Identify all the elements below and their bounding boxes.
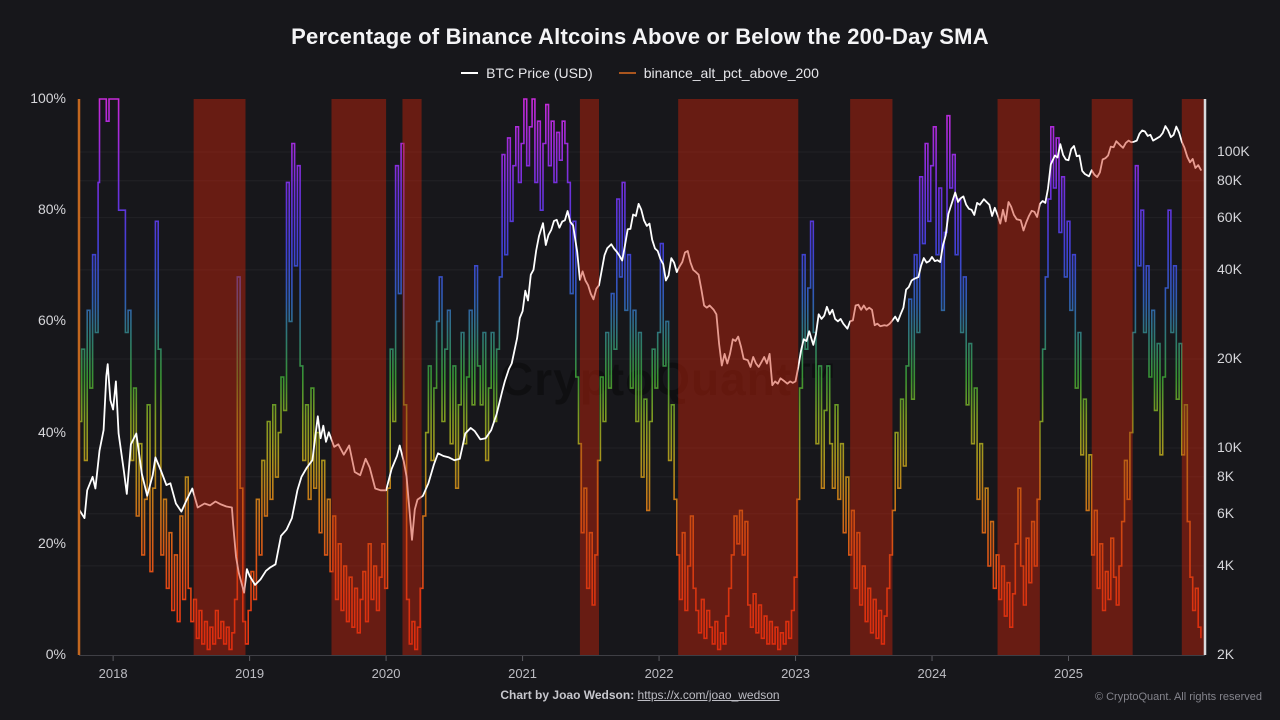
page-title: Percentage of Binance Altcoins Above or …	[291, 24, 989, 49]
bear-phase-band	[678, 99, 799, 655]
legend-label-btc-price: BTC Price (USD)	[486, 65, 593, 81]
bear-phase-band	[331, 99, 387, 655]
bear-phase-band	[1181, 99, 1205, 655]
legend-item-alt-pct[interactable]: binance_alt_pct_above_200	[618, 65, 819, 81]
btc-line-swatch-icon	[461, 72, 479, 74]
bear-phase-band	[402, 99, 422, 655]
bear-phase-band	[579, 99, 600, 655]
credit-link[interactable]: https://x.com/joao_wedson	[637, 688, 780, 702]
legend-label-alt-pct: binance_alt_pct_above_200	[643, 65, 819, 81]
copyright-notice: © CryptoQuant. All rights reserved	[1094, 691, 1262, 703]
credit-author-label: Chart by Joao Wedson:	[500, 688, 635, 702]
alt-pct-line-swatch-icon	[618, 72, 636, 74]
bear-phase-band	[1091, 99, 1133, 655]
chart-legend: BTC Price (USD) binance_alt_pct_above_20…	[0, 63, 1280, 83]
bear-phase-band	[850, 99, 893, 655]
footer-credit: Chart by Joao Wedson: https://x.com/joao…	[0, 688, 1280, 702]
bear-phase-band	[193, 99, 246, 655]
legend-item-btc-price[interactable]: BTC Price (USD)	[461, 65, 593, 81]
btc-series-line	[78, 125, 1202, 594]
bear-phase-band	[997, 99, 1040, 655]
alt-pct-series-line	[79, 98, 1202, 651]
